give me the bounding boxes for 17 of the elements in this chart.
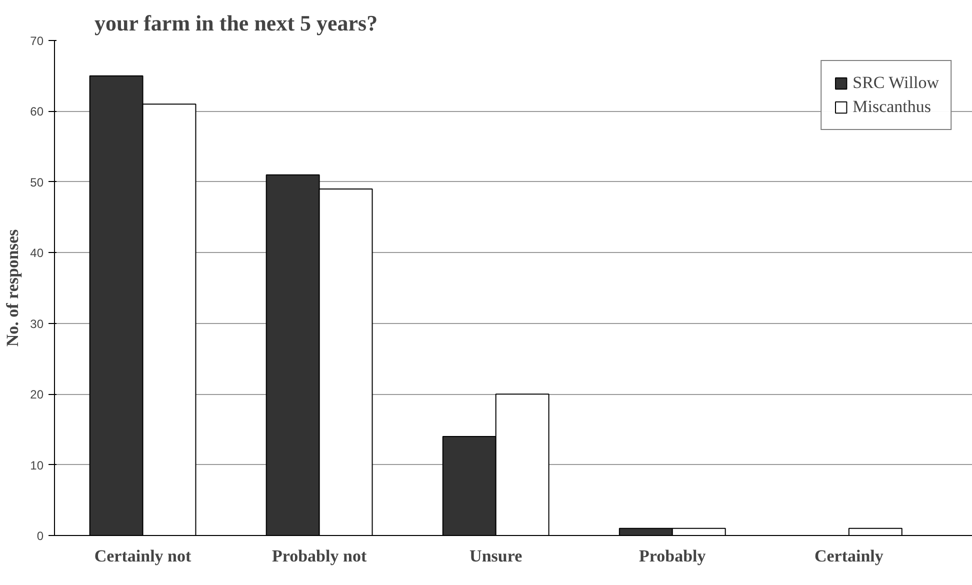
legend-label: SRC Willow (852, 73, 939, 93)
y-tick-label: 20 (30, 388, 44, 402)
y-tick-label: 10 (30, 458, 44, 472)
y-axis-title: No. of responses (3, 228, 22, 347)
chart-title: your farm in the next 5 years? (94, 10, 378, 36)
legend-label: Miscanthus (852, 97, 931, 117)
x-tick-label: Probably not (272, 546, 367, 566)
x-tick-label: Certainly (814, 546, 884, 566)
y-tick-label: 70 (30, 34, 44, 48)
y-tick-label: 30 (30, 316, 44, 331)
y-tick-label: 60 (30, 104, 44, 119)
y-tick-label: 50 (30, 175, 44, 190)
x-tick-label: Unsure (470, 546, 523, 566)
x-tick-label: Probably (639, 546, 706, 566)
x-tick-label: Certainly not (94, 546, 192, 566)
y-tick-label: 40 (30, 246, 44, 260)
y-tick-label: 0 (36, 529, 44, 543)
